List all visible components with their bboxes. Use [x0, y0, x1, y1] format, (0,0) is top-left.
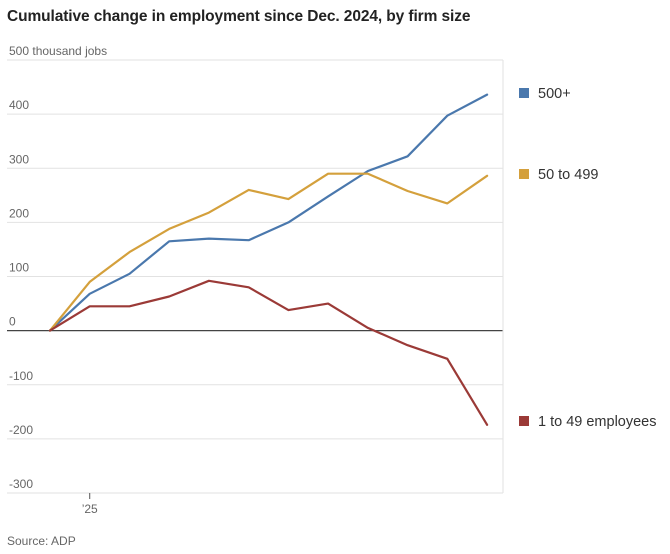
y-tick-label: -200	[9, 423, 33, 437]
legend-label: 1 to 49 employees	[538, 414, 657, 430]
x-tick-label: ’25	[82, 502, 98, 516]
legend: 500+ 50 to 499 1 to 49 employees	[519, 86, 657, 430]
source-note: Source: ADP	[7, 534, 76, 548]
series-line-500	[48, 93, 489, 332]
legend-label: 500+	[538, 86, 571, 102]
y-tick-label: 100	[9, 261, 29, 275]
legend-swatch	[519, 88, 529, 98]
y-tick-label: -100	[9, 369, 33, 383]
legend-swatch	[519, 169, 529, 179]
series-lines	[48, 93, 489, 426]
chart-title: Cumulative change in employment since De…	[7, 8, 471, 25]
series-line-1-to-49-employees	[48, 279, 489, 426]
y-tick-label: 500 thousand jobs	[9, 44, 107, 58]
y-tick-label: 0	[9, 315, 16, 329]
legend-label: 50 to 499	[538, 167, 598, 183]
y-tick-label: -300	[9, 477, 33, 491]
gridlines	[7, 59, 504, 494]
y-tick-label: 400	[9, 98, 29, 112]
y-tick-label: 300	[9, 152, 29, 166]
series-line-50-to-499	[48, 172, 489, 332]
y-tick-label: 200	[9, 206, 29, 220]
legend-swatch	[519, 416, 529, 426]
axes: 500 thousand jobs 400 300 200 100 0 -100 -200 -3…	[9, 44, 107, 516]
